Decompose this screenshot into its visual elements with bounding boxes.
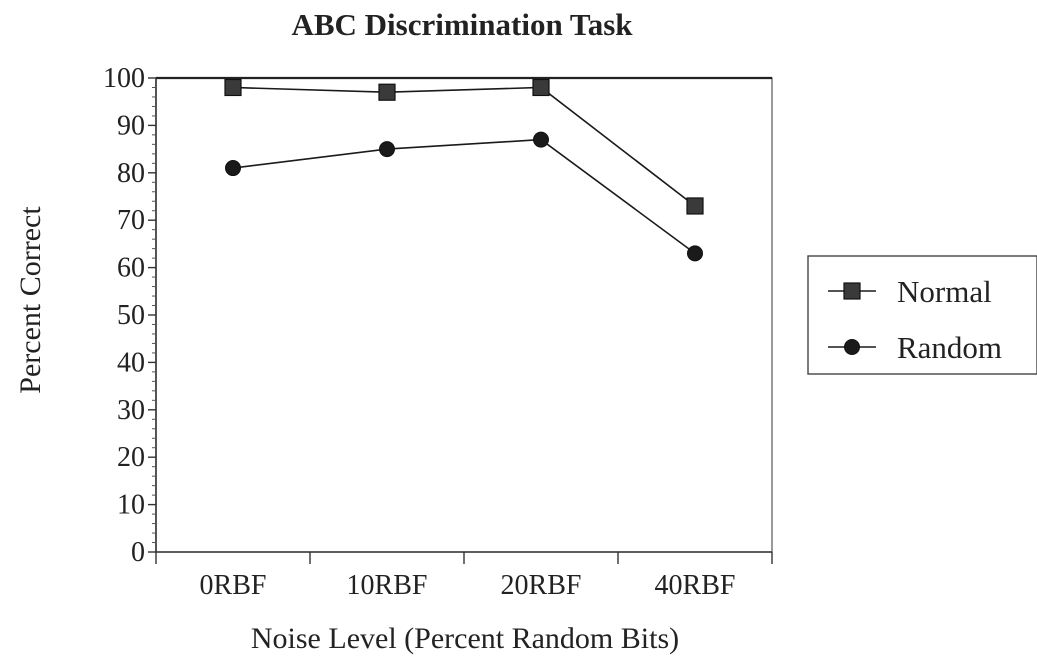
y-tick-label: 100 (103, 63, 145, 94)
y-tick-label: 80 (117, 158, 145, 189)
data-point-random (687, 245, 703, 262)
legend-marker-normal (843, 282, 861, 300)
y-tick-label: 40 (117, 347, 145, 378)
x-tick-label: 10RBF (347, 570, 428, 601)
y-tick-label: 70 (117, 205, 145, 236)
y-tick-label: 50 (117, 300, 145, 331)
series-line-random (232, 138, 696, 255)
legend-label-random: Random (897, 330, 1002, 365)
x-tick-label: 20RBF (501, 570, 582, 601)
legend-marker-random (844, 339, 860, 355)
legend: Normal Random (807, 255, 1037, 375)
data-point-random (379, 141, 395, 158)
series-line-normal (232, 86, 696, 207)
x-axis-label: Noise Level (Percent Random Bits) (251, 622, 679, 655)
y-tick-label: 0 (131, 537, 145, 568)
y-axis-ticks: 0 10 20 30 40 50 60 70 80 90 100 (103, 63, 156, 568)
x-tick-label: 40RBF (655, 570, 736, 601)
plot-area (155, 76, 773, 553)
y-tick-label: 90 (117, 110, 145, 141)
plot-frame (155, 77, 773, 553)
y-axis-label: Percent Correct (14, 206, 47, 394)
y-tick-label: 60 (117, 253, 145, 284)
legend-label-normal: Normal (897, 274, 992, 309)
data-point-normal (686, 197, 704, 215)
x-axis-ticks: 0RBF 10RBF 20RBF 40RBF (155, 552, 773, 601)
data-point-random (225, 160, 241, 177)
data-point-random (533, 131, 549, 148)
y-tick-label: 10 (117, 490, 145, 521)
data-point-normal (532, 78, 550, 97)
data-point-normal (224, 78, 242, 97)
y-tick-label: 20 (117, 442, 145, 473)
series-layer (224, 78, 704, 262)
legend-box (807, 255, 1037, 375)
x-tick-label: 0RBF (200, 570, 267, 601)
data-point-normal (378, 83, 396, 101)
chart-title: ABC Discrimination Task (291, 7, 633, 42)
y-tick-label: 30 (117, 395, 145, 426)
